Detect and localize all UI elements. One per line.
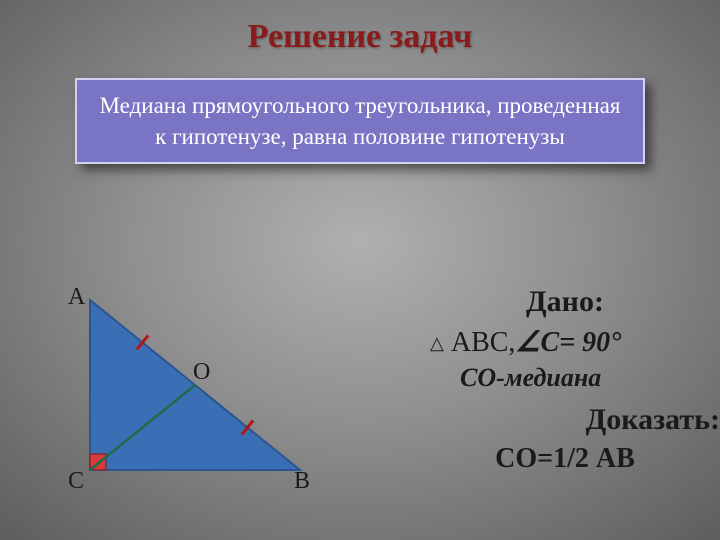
slide-title: Решение задач <box>0 18 720 56</box>
svg-text:С: С <box>68 468 84 494</box>
triangle-diagram: А С В О <box>40 280 340 500</box>
given-heading: Дано: <box>410 285 720 319</box>
svg-text:А: А <box>68 284 86 310</box>
svg-text:О: О <box>193 359 210 385</box>
triangle-symbol: △ <box>430 333 444 353</box>
given-median: СО-медиана <box>410 363 720 393</box>
givens-panel: Дано: △ АВС,∠С= 90° СО-медиана Доказать:… <box>410 285 720 475</box>
theorem-statement: Медиана прямоугольного треугольника, про… <box>75 78 645 164</box>
given-triangle-line: △ АВС,∠С= 90° <box>410 325 720 359</box>
triangle-name: АВС, <box>451 327 516 358</box>
svg-text:В: В <box>294 468 310 494</box>
prove-heading: Доказать: <box>410 403 720 437</box>
angle-c: ∠С= 90° <box>515 327 621 358</box>
prove-equation: СО=1/2 АВ <box>410 443 720 475</box>
